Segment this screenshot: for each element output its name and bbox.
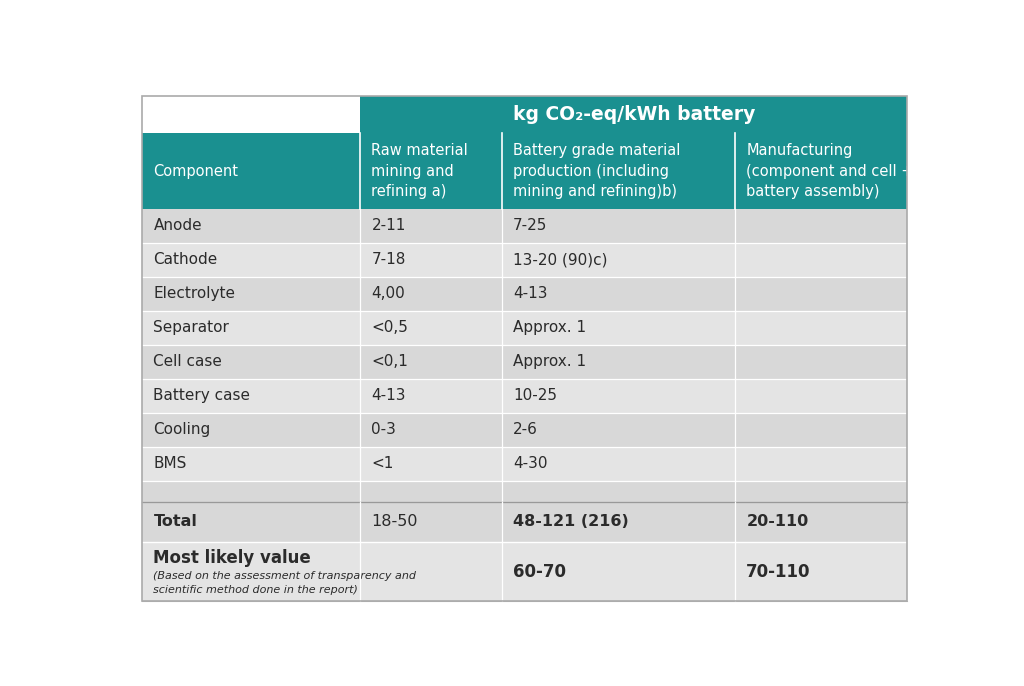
Bar [502, 447, 735, 481]
Bar [735, 243, 907, 276]
Text: 4-30: 4-30 [513, 456, 548, 471]
Bar [142, 133, 360, 209]
Bar [360, 413, 502, 447]
Bar [502, 542, 735, 601]
Bar [502, 311, 735, 345]
Bar [142, 379, 360, 413]
Bar [502, 345, 735, 379]
Text: 0-3: 0-3 [372, 422, 396, 437]
Bar [502, 276, 735, 311]
Bar [735, 311, 907, 345]
Text: 2-11: 2-11 [372, 218, 406, 233]
Bar [735, 413, 907, 447]
Bar [502, 413, 735, 447]
Text: Battery grade material
production (including
mining and refining)b): Battery grade material production (inclu… [513, 143, 680, 199]
Text: Cooling: Cooling [154, 422, 211, 437]
Bar [735, 542, 907, 601]
Bar [360, 502, 502, 542]
Text: Component: Component [154, 163, 239, 178]
Text: Battery case: Battery case [154, 388, 251, 403]
Bar [735, 502, 907, 542]
Text: Anode: Anode [154, 218, 202, 233]
Bar [502, 481, 735, 502]
Bar [735, 481, 907, 502]
Bar [360, 481, 502, 502]
Bar [142, 209, 360, 243]
Text: Cathode: Cathode [154, 252, 218, 268]
Bar [360, 379, 502, 413]
Text: 48-121 (216): 48-121 (216) [513, 514, 629, 530]
Bar [502, 133, 735, 209]
Text: Raw material
mining and
refining a): Raw material mining and refining a) [372, 143, 468, 199]
Text: Total: Total [154, 514, 198, 530]
Bar [735, 345, 907, 379]
Bar [142, 447, 360, 481]
Bar [502, 209, 735, 243]
Text: 4-13: 4-13 [372, 388, 406, 403]
Bar [502, 243, 735, 276]
Bar [502, 502, 735, 542]
Text: kg CO₂-eq/kWh battery: kg CO₂-eq/kWh battery [513, 105, 755, 124]
Bar [142, 95, 360, 133]
Text: (Based on the assessment of transparency and
scientific method done in the repor: (Based on the assessment of transparency… [154, 571, 417, 595]
Text: Separator: Separator [154, 320, 229, 335]
Text: 10-25: 10-25 [513, 388, 557, 403]
Text: <0,5: <0,5 [372, 320, 409, 335]
Text: Electrolyte: Electrolyte [154, 286, 236, 301]
Bar [142, 413, 360, 447]
Bar [360, 542, 502, 601]
Bar [142, 502, 360, 542]
Bar [360, 243, 502, 276]
Bar [735, 447, 907, 481]
Bar [360, 95, 907, 133]
Bar [142, 481, 360, 502]
Bar [360, 447, 502, 481]
Bar [360, 345, 502, 379]
Text: 7-25: 7-25 [513, 218, 548, 233]
Text: 60-70: 60-70 [513, 563, 566, 580]
Text: <1: <1 [372, 456, 394, 471]
Text: Manufacturing
(component and cell +
battery assembly): Manufacturing (component and cell + batt… [746, 143, 913, 199]
Text: 70-110: 70-110 [746, 563, 811, 580]
Text: BMS: BMS [154, 456, 186, 471]
Bar [502, 379, 735, 413]
Bar [360, 133, 502, 209]
Text: Approx. 1: Approx. 1 [513, 354, 586, 369]
Text: Most likely value: Most likely value [154, 549, 311, 567]
Text: 20-110: 20-110 [746, 514, 809, 530]
Bar [142, 243, 360, 276]
Text: Cell case: Cell case [154, 354, 222, 369]
Bar [735, 276, 907, 311]
Text: 13-20 (90)c): 13-20 (90)c) [513, 252, 607, 268]
Bar [735, 209, 907, 243]
Bar [360, 311, 502, 345]
Text: 18-50: 18-50 [372, 514, 418, 530]
Bar [360, 209, 502, 243]
Text: 7-18: 7-18 [372, 252, 406, 268]
Bar [142, 542, 360, 601]
Bar [735, 379, 907, 413]
Bar [142, 311, 360, 345]
Text: Approx. 1: Approx. 1 [513, 320, 586, 335]
Bar [142, 276, 360, 311]
Text: 4,00: 4,00 [372, 286, 406, 301]
Text: 4-13: 4-13 [513, 286, 548, 301]
Text: <0,1: <0,1 [372, 354, 409, 369]
Bar [142, 345, 360, 379]
Bar [735, 133, 907, 209]
Bar [360, 276, 502, 311]
Text: 2-6: 2-6 [513, 422, 538, 437]
